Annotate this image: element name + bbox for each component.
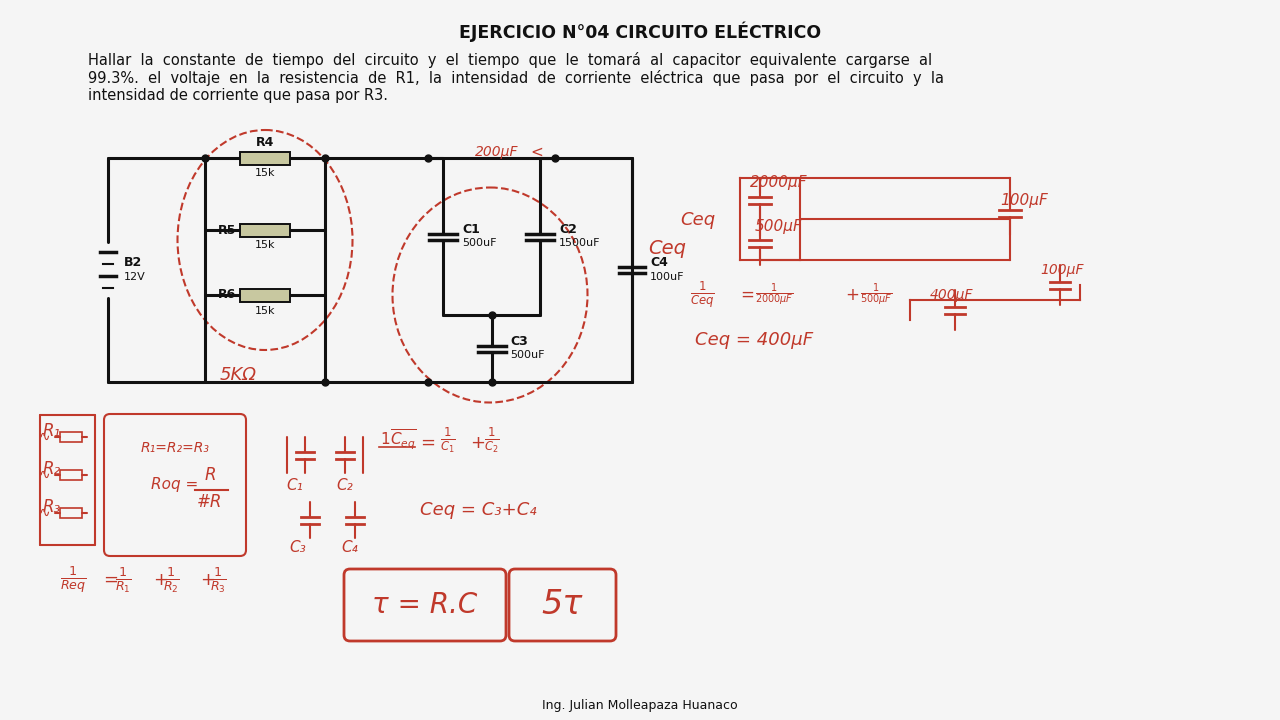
Text: $\frac{1}{C_1}$: $\frac{1}{C_1}$ [440, 426, 456, 455]
Bar [60, 470, 82, 480]
Text: Ceq = 400μF: Ceq = 400μF [695, 331, 813, 349]
Text: =: = [740, 286, 754, 304]
Text: $\frac{1}{500\mu F}$: $\frac{1}{500\mu F}$ [860, 282, 892, 308]
Text: 500μF: 500μF [755, 220, 803, 235]
Text: C2: C2 [559, 223, 577, 236]
Text: C1: C1 [462, 223, 480, 236]
Text: +: + [154, 571, 168, 589]
Bar [241, 289, 291, 302]
Bar [60, 432, 82, 442]
Text: =: = [420, 434, 435, 452]
Text: Ceq: Ceq [680, 211, 716, 229]
Bar [241, 223, 291, 236]
Text: 100μF: 100μF [1039, 263, 1083, 277]
Text: Ceq: Ceq [648, 238, 686, 258]
Text: 15k: 15k [255, 168, 275, 179]
Text: C₄: C₄ [342, 541, 358, 556]
Text: $\frac{1}{2000\mu F}$: $\frac{1}{2000\mu F}$ [755, 282, 794, 308]
Text: EJERCICIO N°04 CIRCUITO ELÉCTRICO: EJERCICIO N°04 CIRCUITO ELÉCTRICO [460, 22, 820, 42]
Text: ∿: ∿ [38, 468, 50, 482]
Text: R₁: R₁ [44, 422, 61, 440]
Text: ∿: ∿ [38, 506, 50, 520]
Text: R₃: R₃ [44, 498, 61, 516]
Text: 100uF: 100uF [650, 272, 685, 282]
Text: C3: C3 [511, 335, 529, 348]
Text: R5: R5 [218, 223, 236, 236]
Text: C₃: C₃ [289, 541, 306, 556]
Text: 500uF: 500uF [511, 351, 545, 361]
Text: Ceq = C₃+C₄: Ceq = C₃+C₄ [420, 501, 536, 519]
Text: 5τ: 5τ [541, 588, 582, 621]
Bar [60, 508, 82, 518]
Text: C₂: C₂ [337, 477, 353, 492]
Text: Ing. Julian Molleapaza Huanaco: Ing. Julian Molleapaza Huanaco [543, 700, 737, 713]
Text: R4: R4 [256, 135, 274, 148]
Text: $\frac{1}{Req}$: $\frac{1}{Req}$ [60, 564, 87, 595]
Text: R₁=R₂=R₃: R₁=R₂=R₃ [141, 441, 210, 455]
Text: $\frac{1}{R_3}$: $\frac{1}{R_3}$ [210, 565, 227, 595]
Text: <: < [530, 145, 543, 160]
Text: 500uF: 500uF [462, 238, 497, 248]
Text: $\frac{1}{Ceq}$: $\frac{1}{Ceq}$ [690, 279, 714, 310]
Text: =: = [102, 571, 118, 589]
Text: R6: R6 [218, 289, 236, 302]
Text: 2000μF: 2000μF [750, 176, 808, 191]
Text: C4: C4 [650, 256, 668, 269]
Text: Hallar  la  constante  de  tiempo  del  circuito  y  el  tiempo  que  le  tomará: Hallar la constante de tiempo del circui… [88, 52, 932, 68]
Text: #R: #R [197, 493, 223, 511]
Text: $\frac{1}{R_1}$: $\frac{1}{R_1}$ [115, 565, 132, 595]
Text: +: + [845, 286, 859, 304]
Text: R: R [205, 466, 216, 484]
Text: 12V: 12V [124, 272, 146, 282]
Text: 400μF: 400μF [931, 288, 974, 302]
Text: $\frac{1}{C_2}$: $\frac{1}{C_2}$ [484, 426, 499, 455]
Text: R₂: R₂ [44, 460, 61, 478]
Text: 5KΩ: 5KΩ [220, 366, 257, 384]
Text: +: + [200, 571, 215, 589]
Text: 1: 1 [380, 433, 389, 448]
Text: Roq =: Roq = [151, 477, 198, 492]
Text: 15k: 15k [255, 305, 275, 315]
Text: $\overline{C_{eq}}$: $\overline{C_{eq}}$ [390, 428, 416, 452]
Text: 1500uF: 1500uF [559, 238, 600, 248]
Text: τ = R.C: τ = R.C [372, 591, 477, 619]
Text: 200μF: 200μF [475, 145, 518, 159]
Text: +: + [470, 434, 485, 452]
Text: 99.3%.  el  voltaje  en  la  resistencia  de  R1,  la  intensidad  de  corriente: 99.3%. el voltaje en la resistencia de R… [88, 70, 945, 86]
Text: intensidad de corriente que pasa por R3.: intensidad de corriente que pasa por R3. [88, 88, 388, 103]
Bar [241, 151, 291, 164]
Text: 100μF: 100μF [1000, 192, 1048, 207]
Text: $\frac{1}{R_2}$: $\frac{1}{R_2}$ [163, 565, 179, 595]
Text: 15k: 15k [255, 240, 275, 251]
Text: ∿: ∿ [38, 430, 50, 444]
Text: C₁: C₁ [287, 477, 303, 492]
Text: B2: B2 [124, 256, 142, 269]
